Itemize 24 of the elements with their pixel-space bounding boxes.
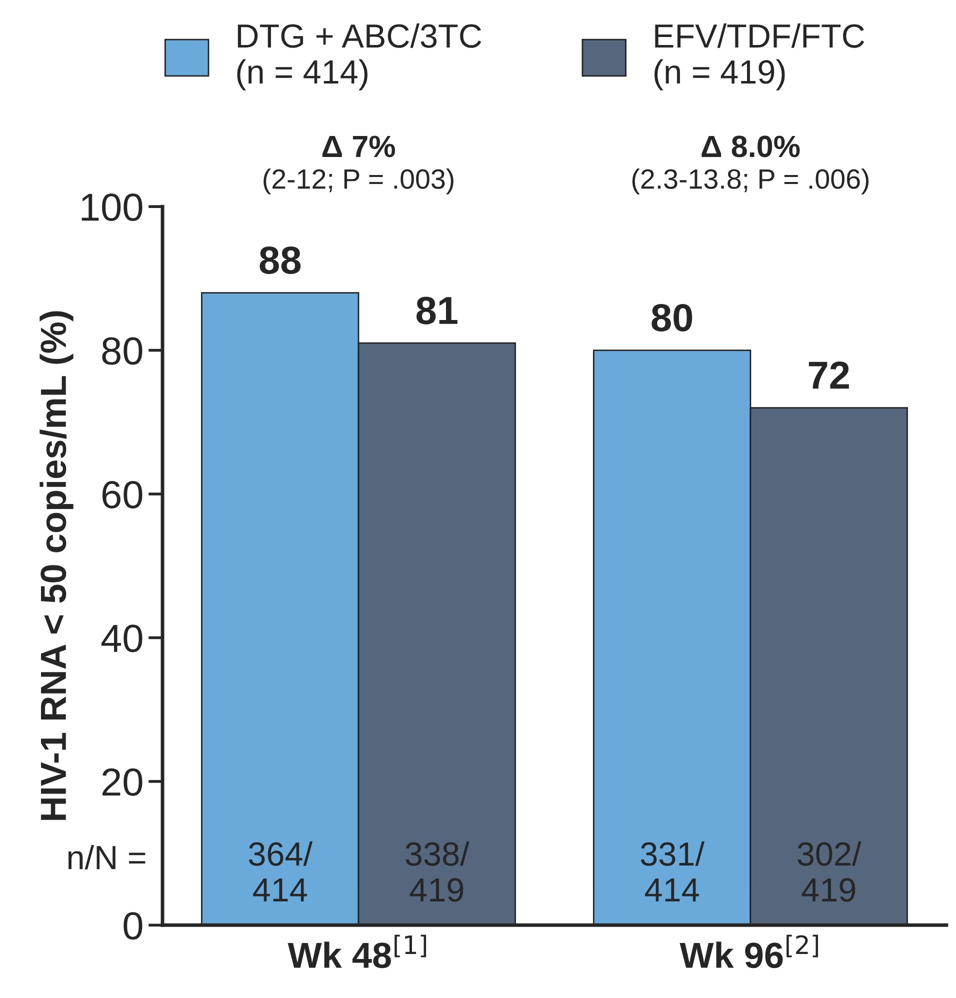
text: n/N = bbox=[68, 844, 146, 870]
y-tick-label: 80 bbox=[102, 337, 142, 365]
text: (2-12; P = .003) bbox=[264, 168, 454, 194]
annotation: 331/ 414 bbox=[640, 841, 705, 902]
legend-label: EFV/TDF/FTC (n = 419) bbox=[654, 23, 864, 90]
y-tick-label: 100 bbox=[82, 194, 142, 222]
legend-label: DTG + ABC/3TC (n = 414) bbox=[237, 23, 482, 90]
data-label: 81 bbox=[416, 296, 458, 324]
data-label: 80 bbox=[652, 304, 692, 332]
annotation: 364/ 414 bbox=[248, 841, 313, 902]
text: Δ 8.0% bbox=[702, 136, 800, 158]
x-tick-label: Wk 48$^{[1]}$ bbox=[288, 934, 426, 968]
y-axis-title: HIV-1 RNA < 50 copies/mL (%) bbox=[40, 311, 74, 820]
y-tick-label: 0 bbox=[124, 912, 142, 940]
annotation: 338/ 419 bbox=[406, 841, 470, 902]
annotation: 302/ 419 bbox=[798, 841, 862, 902]
text: Δ 7% bbox=[322, 136, 395, 158]
y-tick-label: 20 bbox=[102, 768, 142, 796]
y-tick-label: 40 bbox=[101, 624, 142, 652]
y-tick-label: 60 bbox=[102, 480, 142, 508]
text: (2.3-13.8; P = .006) bbox=[632, 168, 869, 194]
data-label: 72 bbox=[808, 361, 849, 389]
x-tick-label: Wk 96$^{[2]}$ bbox=[680, 934, 818, 968]
data-label: 88 bbox=[260, 246, 301, 274]
